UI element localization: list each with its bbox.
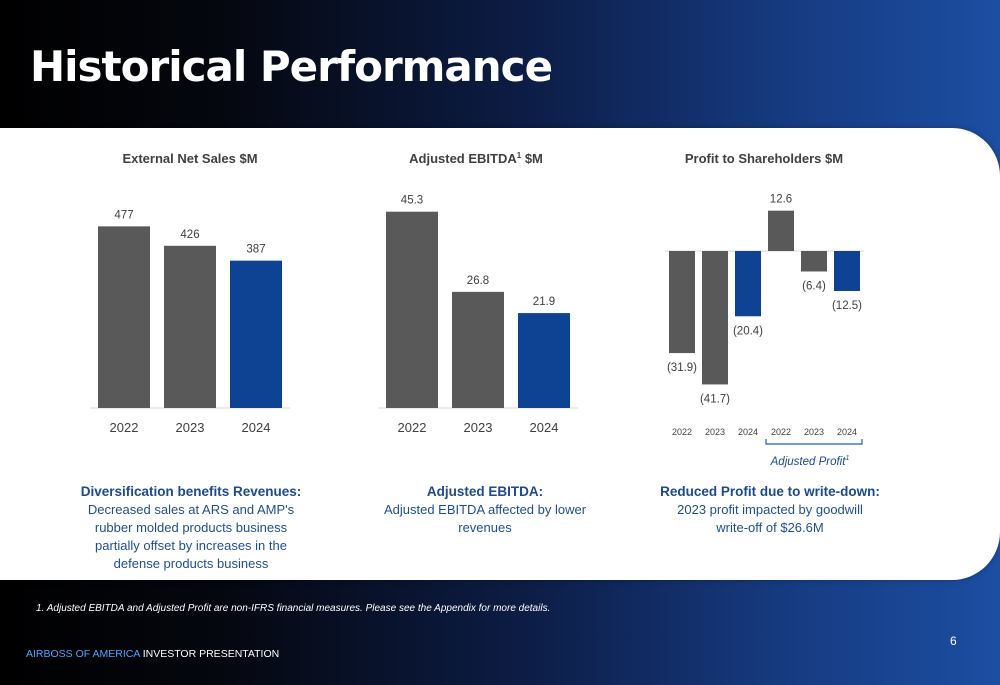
tick-label-2023: 2023 [176,420,205,435]
profit-description: Reduced Profit due to write-down: 2023 p… [660,483,880,537]
data-label-2024: 387 [246,244,265,256]
data-label-2023: 426 [180,229,199,241]
footer-brand: AIRBOSS OF AMERICA [26,648,140,660]
footnote: 1. Adjusted EBITDA and Adjusted Profit a… [36,603,551,614]
ebitda-description: Adjusted EBITDA: Adjusted EBITDA affecte… [360,483,610,537]
data-label-2022: 477 [114,209,133,221]
chart-external-net-sales: External Net Sales $M 477 2022 426 2023 387 20… [90,151,290,435]
profit-description-head: Reduced Profit due to write-down: [660,484,880,499]
sales-description: Diversification benefits Revenues: Decre… [72,483,310,573]
chart-title: External Net Sales $M [122,151,257,166]
bar-2023 [164,245,216,408]
sales-description-body: Decreased sales at ARS and AMP's rubber … [87,502,295,571]
ebitda-description-body: Adjusted EBITDA affected by lower revenu… [383,502,587,535]
profit-description-body: 2023 profit impacted by goodwill write-o… [677,502,863,535]
page-number: 6 [950,634,957,648]
footer-text: INVESTOR PRESENTATION [139,648,280,660]
page-title: Historical Performance [30,42,553,91]
content-panel: External Net Sales $M 477 2022 426 2023 387 20… [0,128,1000,580]
tick-label-2024: 2024 [242,420,271,435]
bar-2022 [98,226,150,408]
tick-label-2022: 2022 [110,420,139,435]
footer: AIRBOSS OF AMERICA INVESTOR PRESENTATION [26,648,279,660]
sales-description-head: Diversification benefits Revenues: [80,484,302,499]
bar-2024 [230,260,282,408]
ebitda-description-head: Adjusted EBITDA: [426,484,544,499]
